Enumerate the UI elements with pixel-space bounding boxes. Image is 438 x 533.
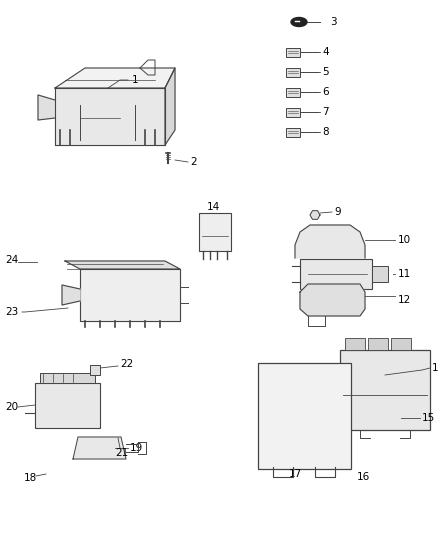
FancyBboxPatch shape	[90, 365, 100, 375]
Polygon shape	[38, 95, 55, 120]
Polygon shape	[80, 269, 180, 321]
Text: 8: 8	[322, 127, 328, 137]
Ellipse shape	[291, 18, 307, 27]
Text: 5: 5	[322, 67, 328, 77]
Text: 19: 19	[130, 443, 143, 453]
Text: 10: 10	[398, 235, 411, 245]
Text: 17: 17	[288, 469, 302, 479]
Polygon shape	[55, 68, 175, 88]
Text: 20: 20	[5, 402, 18, 412]
FancyBboxPatch shape	[35, 383, 100, 428]
FancyBboxPatch shape	[199, 213, 231, 251]
FancyBboxPatch shape	[345, 338, 365, 350]
Polygon shape	[65, 261, 180, 269]
Polygon shape	[62, 285, 80, 305]
Text: 4: 4	[322, 47, 328, 57]
Text: 3: 3	[330, 17, 337, 27]
Text: 6: 6	[322, 87, 328, 97]
Text: 18: 18	[24, 473, 37, 483]
FancyBboxPatch shape	[286, 88, 300, 97]
Polygon shape	[165, 68, 175, 145]
Polygon shape	[300, 284, 365, 316]
Text: 9: 9	[334, 207, 341, 217]
Text: 13: 13	[432, 363, 438, 373]
Polygon shape	[73, 437, 126, 459]
FancyBboxPatch shape	[286, 68, 300, 77]
FancyBboxPatch shape	[391, 338, 411, 350]
Text: 2: 2	[190, 157, 197, 167]
FancyBboxPatch shape	[286, 48, 300, 57]
Text: 11: 11	[398, 269, 411, 279]
Text: 23: 23	[5, 307, 18, 317]
FancyBboxPatch shape	[286, 108, 300, 117]
Text: 21: 21	[115, 448, 128, 458]
Polygon shape	[310, 211, 320, 220]
Text: 15: 15	[422, 413, 435, 423]
Text: 24: 24	[5, 255, 18, 265]
Polygon shape	[295, 225, 365, 258]
FancyBboxPatch shape	[368, 338, 388, 350]
Text: 7: 7	[322, 107, 328, 117]
Text: 1: 1	[132, 75, 138, 85]
Polygon shape	[55, 88, 165, 145]
FancyBboxPatch shape	[286, 128, 300, 137]
FancyBboxPatch shape	[40, 373, 95, 383]
FancyBboxPatch shape	[300, 259, 372, 289]
FancyBboxPatch shape	[340, 350, 430, 430]
Text: 22: 22	[120, 359, 133, 369]
Text: 12: 12	[398, 295, 411, 305]
Text: 16: 16	[357, 472, 370, 482]
Text: 14: 14	[207, 202, 220, 212]
FancyBboxPatch shape	[372, 266, 388, 282]
FancyBboxPatch shape	[258, 362, 350, 469]
